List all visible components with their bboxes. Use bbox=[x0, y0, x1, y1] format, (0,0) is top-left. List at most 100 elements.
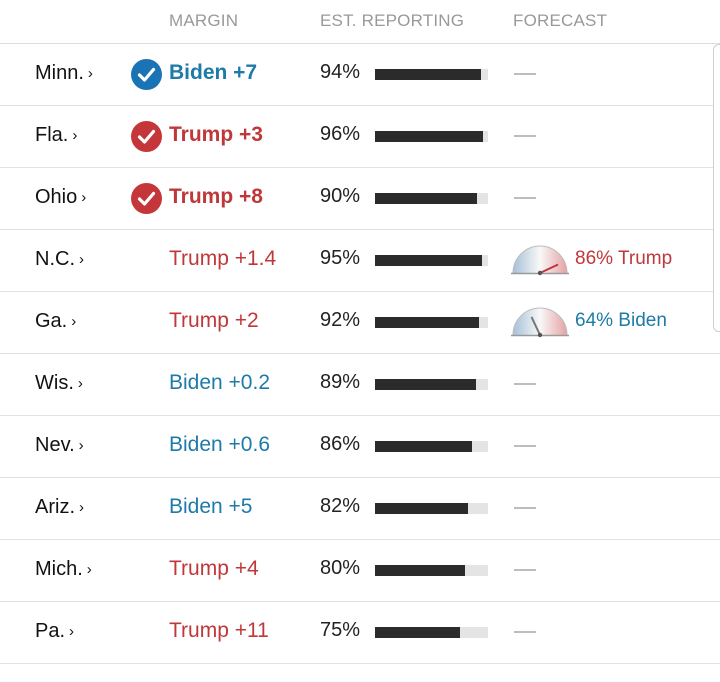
state-name: Ga. bbox=[35, 310, 68, 332]
state-link[interactable]: Mich. › bbox=[35, 558, 92, 581]
reporting-bar-fill bbox=[375, 193, 477, 204]
margin-value: Trump +2 bbox=[169, 309, 259, 332]
forecast-value: 86% Trump bbox=[575, 248, 673, 269]
state-link[interactable]: Fla. › bbox=[35, 124, 77, 147]
chevron-right-icon: › bbox=[78, 437, 84, 454]
state-link[interactable]: Wis. › bbox=[35, 372, 83, 395]
table-row[interactable]: Ohio › Trump +8 90% bbox=[0, 168, 720, 230]
table-row[interactable]: Mich. › Trump +4 80% bbox=[0, 540, 720, 602]
margin-value: Trump +8 bbox=[169, 185, 263, 208]
chevron-right-icon: › bbox=[77, 375, 83, 392]
forecast-column-header: FORECAST bbox=[513, 11, 608, 30]
state-link[interactable]: Ohio › bbox=[35, 186, 86, 209]
reporting-bar-fill bbox=[375, 131, 483, 142]
margin-value: Trump +3 bbox=[169, 123, 263, 146]
results-table-header: MARGIN EST. REPORTING FORECAST bbox=[0, 0, 720, 44]
chevron-right-icon: › bbox=[72, 127, 78, 144]
check-icon bbox=[131, 121, 162, 152]
state-name: Fla. bbox=[35, 124, 69, 146]
table-row[interactable]: Pa. › Trump +11 75% bbox=[0, 602, 720, 664]
table-row[interactable]: Ariz. › Biden +5 82% bbox=[0, 478, 720, 540]
state-name: Pa. bbox=[35, 620, 66, 642]
state-name: Nev. bbox=[35, 434, 75, 456]
check-icon bbox=[131, 183, 162, 214]
table-row[interactable]: N.C. › Trump +1.4 95% 86% Trump bbox=[0, 230, 720, 292]
margin-value: Trump +11 bbox=[169, 619, 269, 642]
chevron-right-icon: › bbox=[86, 561, 92, 578]
table-row[interactable]: Nev. › Biden +0.6 86% bbox=[0, 416, 720, 478]
forecast-empty-dash bbox=[514, 383, 536, 385]
forecast-empty-dash bbox=[514, 569, 536, 571]
reporting-percent: 82% bbox=[320, 495, 361, 517]
chevron-right-icon: › bbox=[69, 623, 75, 640]
forecast-empty-dash bbox=[514, 135, 536, 137]
reporting-percent: 95% bbox=[320, 247, 361, 269]
reporting-percent: 89% bbox=[320, 371, 361, 393]
chevron-right-icon: › bbox=[79, 251, 84, 268]
state-link[interactable]: Nev. › bbox=[35, 434, 84, 457]
forecast-empty-dash bbox=[514, 73, 536, 75]
state-link[interactable]: N.C. › bbox=[35, 248, 84, 271]
reporting-percent: 75% bbox=[320, 619, 361, 641]
chevron-right-icon: › bbox=[79, 499, 84, 516]
reporting-bar-fill bbox=[375, 565, 465, 576]
reporting-bar bbox=[375, 565, 488, 576]
table-row[interactable]: Minn. › Biden +7 94% bbox=[0, 44, 720, 106]
state-link[interactable]: Minn. › bbox=[35, 62, 93, 85]
check-icon bbox=[131, 59, 162, 90]
forecast-value: 64% Biden bbox=[575, 310, 667, 331]
state-name: Ohio bbox=[35, 186, 78, 208]
margin-column-header: MARGIN bbox=[169, 11, 239, 30]
forecast-gauge-icon bbox=[509, 303, 571, 339]
margin-value: Biden +5 bbox=[169, 495, 253, 518]
reporting-bar-fill bbox=[375, 69, 481, 80]
margin-value: Trump +4 bbox=[169, 557, 259, 580]
forecast-empty-dash bbox=[514, 445, 536, 447]
reporting-bar-fill bbox=[375, 441, 472, 452]
reporting-bar bbox=[375, 627, 488, 638]
reporting-bar bbox=[375, 69, 488, 80]
state-name: N.C. bbox=[35, 248, 75, 270]
state-name: Mich. bbox=[35, 558, 83, 580]
table-row[interactable]: Wis. › Biden +0.2 89% bbox=[0, 354, 720, 416]
reporting-percent: 94% bbox=[320, 61, 361, 83]
reporting-bar-fill bbox=[375, 627, 460, 638]
reporting-bar bbox=[375, 193, 488, 204]
state-name: Minn. bbox=[35, 62, 84, 84]
state-link[interactable]: Ariz. › bbox=[35, 496, 84, 519]
state-name: Wis. bbox=[35, 372, 74, 394]
forecast-empty-dash bbox=[514, 197, 536, 199]
reporting-bar bbox=[375, 379, 488, 390]
reporting-bar-fill bbox=[375, 255, 482, 266]
table-row[interactable]: Fla. › Trump +3 96% bbox=[0, 106, 720, 168]
chevron-right-icon: › bbox=[87, 65, 93, 82]
table-row[interactable]: Ga. › Trump +2 92% 64% Biden bbox=[0, 292, 720, 354]
reporting-bar bbox=[375, 131, 488, 142]
chevron-right-icon: › bbox=[71, 313, 77, 330]
reporting-bar bbox=[375, 317, 488, 328]
reporting-bar bbox=[375, 441, 488, 452]
reporting-bar bbox=[375, 503, 488, 514]
state-link[interactable]: Pa. › bbox=[35, 620, 74, 643]
scrollbar[interactable] bbox=[713, 44, 720, 332]
state-name: Ariz. bbox=[35, 496, 75, 518]
reporting-percent: 90% bbox=[320, 185, 361, 207]
forecast-empty-dash bbox=[514, 631, 536, 633]
forecast-gauge-icon bbox=[509, 241, 571, 277]
margin-value: Biden +7 bbox=[169, 61, 258, 84]
reporting-bar bbox=[375, 255, 488, 266]
reporting-bar-fill bbox=[375, 503, 468, 514]
reporting-percent: 92% bbox=[320, 309, 361, 331]
reporting-percent: 96% bbox=[320, 123, 361, 145]
forecast-empty-dash bbox=[514, 507, 536, 509]
reporting-percent: 80% bbox=[320, 557, 361, 579]
state-link[interactable]: Ga. › bbox=[35, 310, 76, 333]
margin-value: Trump +1.4 bbox=[169, 247, 277, 270]
margin-value: Biden +0.6 bbox=[169, 433, 271, 456]
reporting-column-header: EST. REPORTING bbox=[320, 11, 465, 30]
reporting-bar-fill bbox=[375, 379, 476, 390]
reporting-bar-fill bbox=[375, 317, 479, 328]
reporting-percent: 86% bbox=[320, 433, 361, 455]
margin-value: Biden +0.2 bbox=[169, 371, 271, 394]
chevron-right-icon: › bbox=[81, 189, 87, 206]
